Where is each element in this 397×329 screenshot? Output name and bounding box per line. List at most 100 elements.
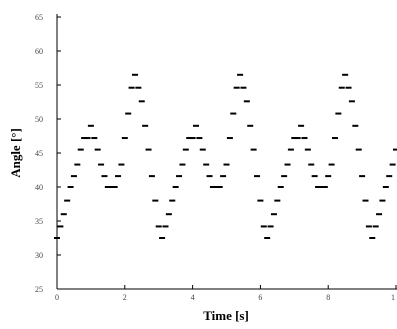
data-point [169,199,176,202]
data-point [372,225,379,228]
data-point [81,137,88,140]
data-point [206,175,213,178]
data-point [393,148,397,151]
data-point [192,124,199,127]
data-point [233,86,240,89]
data-point [64,199,71,202]
data-point [87,124,94,127]
data-point [142,124,149,127]
data-point [264,237,271,239]
y-tick-label: 50 [35,115,43,124]
data-point [94,148,101,151]
data-point [67,186,74,188]
data-point [345,86,352,89]
data-point [247,124,254,127]
data-point [301,137,308,140]
x-tick-label: 4 [191,293,195,302]
data-point [379,199,386,202]
data-point [220,175,227,178]
data-point [315,186,322,188]
data-point [152,199,159,202]
data-point [328,163,335,166]
x-tick-label: 2 [123,293,127,302]
data-point [362,199,369,202]
data-point [186,137,193,140]
data-point [179,163,186,166]
data-point [359,175,366,178]
data-point [91,137,98,140]
data-point [121,137,128,140]
data-point [277,186,284,188]
data-point [338,86,345,89]
data-point [250,148,257,151]
data-point [243,100,250,103]
data-point [267,225,274,228]
data-point [165,213,172,216]
data-point [376,213,383,216]
data-point [159,237,166,239]
data-point [311,175,318,178]
data-point [135,86,142,89]
data-point [176,175,183,178]
data-point [108,186,115,188]
data-point [355,148,362,151]
data-point [240,86,247,89]
data-point [386,175,393,178]
data-point [77,148,84,151]
data-point [54,237,60,239]
data-point [382,186,389,188]
data-point [199,148,206,151]
x-tick-label: 1 [391,293,395,302]
data-point [318,186,325,188]
data-point [101,175,108,178]
data-point [304,148,311,151]
data-point [274,199,281,202]
data-point [155,225,162,228]
data-point [57,225,64,228]
data-point [125,112,132,115]
x-tick-label: 8 [326,293,330,302]
data-point [111,186,118,188]
data-point [84,137,91,140]
data-point [131,73,138,76]
data-point [98,163,105,166]
data-point [365,225,372,228]
data-point [226,137,233,140]
y-tick-label: 45 [35,149,43,158]
x-axis-title: Time [s] [203,308,249,323]
data-point [308,163,315,166]
y-tick-label: 60 [35,47,43,56]
data-point [294,137,301,140]
data-point [325,175,332,178]
y-tick-label: 35 [35,217,43,226]
data-point [237,73,244,76]
data-point [172,186,179,188]
data-point [284,163,291,166]
data-point [196,137,203,140]
data-point [209,186,216,188]
data-point [223,163,230,166]
data-point [128,86,135,89]
data-point [281,175,288,178]
y-axis-title: Angle [°] [8,128,23,178]
y-tick-label: 55 [35,81,43,90]
data-point [348,100,355,103]
data-point [148,175,155,178]
data-point [369,237,376,239]
x-tick-label: 0 [55,293,59,302]
x-tick-label: 6 [258,293,262,302]
data-point [389,163,396,166]
data-point [257,199,264,202]
data-point [60,213,67,216]
y-tick-label: 30 [35,251,43,260]
data-point [118,163,125,166]
data-point [342,73,349,76]
data-point [216,186,223,188]
data-point [70,175,77,178]
data-point [213,186,220,188]
data-point [287,148,294,151]
data-point [298,124,305,127]
data-point [335,112,342,115]
